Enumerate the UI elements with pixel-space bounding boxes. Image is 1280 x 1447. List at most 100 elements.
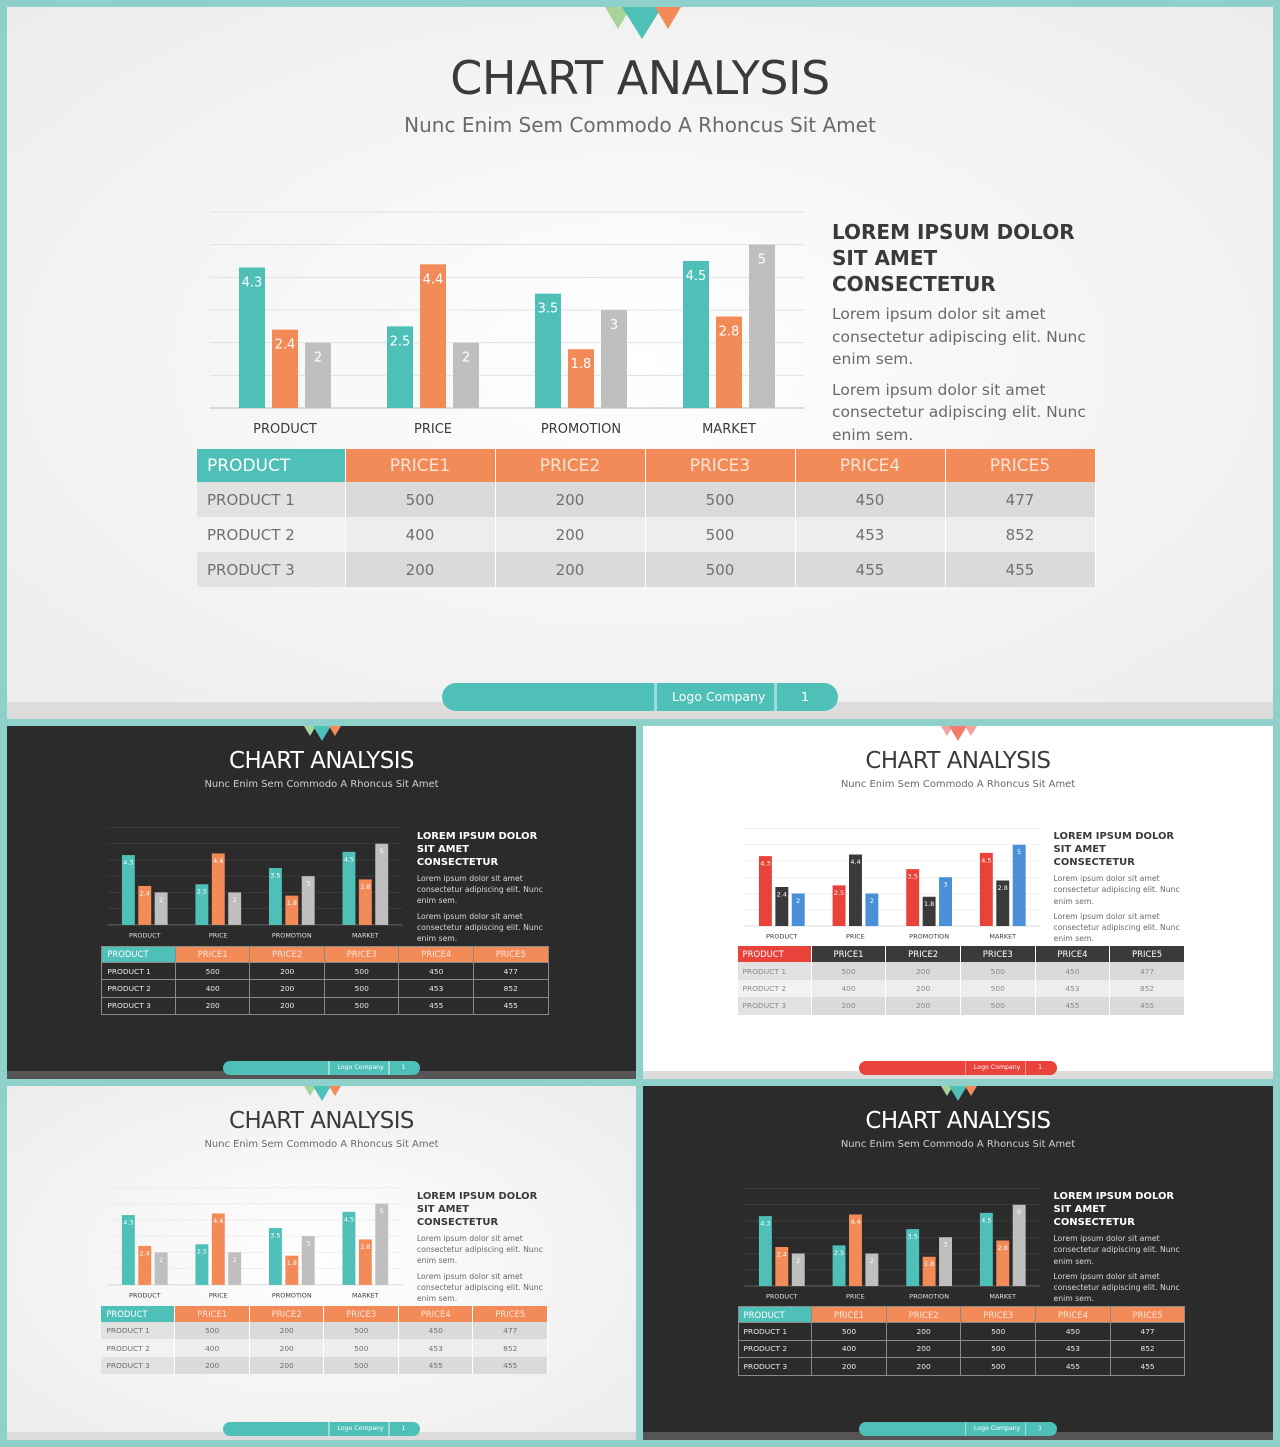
- table-header-cell: PRODUCT: [197, 449, 346, 482]
- bar-data-label: 2: [314, 351, 322, 366]
- table-header-row: PRODUCT PRICE1 PRICE2 PRICE3 PRICE4 PRICE5: [737, 1305, 1186, 1324]
- footer-pill[interactable]: Logo Company 1: [859, 1061, 1057, 1075]
- table-cell: 455: [795, 552, 946, 587]
- table-header-cell: PRICE3: [323, 945, 400, 963]
- bar: [138, 886, 152, 926]
- bar: [212, 853, 226, 926]
- bar: [342, 852, 356, 926]
- decorative-triangle-icon: [965, 1086, 978, 1096]
- bar: [302, 1236, 316, 1286]
- table-header-cell: PRICE1: [174, 945, 251, 963]
- footer-divider: [328, 1422, 330, 1437]
- category-tick-label: PRODUCT: [766, 1292, 798, 1300]
- bar-data-label: 2: [159, 1256, 163, 1264]
- category-tick-label: PRICE: [846, 1292, 865, 1300]
- bar: [375, 1204, 389, 1286]
- table-cell: 400: [345, 517, 496, 552]
- bar: [239, 267, 265, 408]
- table-cell: 450: [398, 1321, 474, 1340]
- bar: [791, 1253, 805, 1286]
- bar: [285, 1256, 299, 1286]
- category-tick-label: MARKET: [352, 1292, 379, 1300]
- table-cell: PRODUCT 1: [737, 1322, 813, 1341]
- slide-light-small[interactable]: CHART ANALYSIS Nunc Enim Sem Commodo A Rh…: [7, 1086, 636, 1440]
- footer-pill[interactable]: Logo Company 1: [859, 1422, 1057, 1436]
- table-cell: 852: [472, 979, 549, 998]
- table-cell: 400: [811, 1339, 887, 1359]
- slide-dark-teal[interactable]: CHART ANALYSIS Nunc Enim Sem Commodo A Rh…: [7, 726, 636, 1079]
- table-cell: PRODUCT 3: [737, 1357, 813, 1376]
- bar: [285, 896, 299, 926]
- bar: [122, 855, 136, 926]
- table-cell: 453: [795, 517, 946, 552]
- bar-data-label: 4.4: [850, 857, 860, 865]
- side-heading: LOREM IPSUM DOLOR SIT AMET CONSECTETUR: [416, 1191, 538, 1229]
- table-header-cell: PRODUCT: [101, 1305, 176, 1322]
- table-cell: PRODUCT 3: [101, 1356, 176, 1375]
- bar-chart: 4.3 2.4 2 PRODUCT 2.5 4.4 2 PRICE 3.5 1.8 3 PROMOTI…: [106, 1185, 404, 1300]
- bar: [155, 892, 168, 926]
- table-cell: 450: [1035, 1322, 1111, 1341]
- bar-chart: 4.3 2.4 2 PRODUCT 2.5 4.4 2 PRICE 3.5 1.8 3 PROMOTI…: [743, 826, 1042, 940]
- bar: [905, 1228, 919, 1286]
- slide-main[interactable]: CHART ANALYSIS Nunc Enim Sem Commodo A Rh…: [7, 7, 1273, 719]
- table-cell: 455: [472, 1356, 548, 1375]
- bar: [269, 868, 283, 926]
- bar-data-label: 1.8: [923, 900, 933, 908]
- table-header-cell: PRICE4: [398, 1305, 474, 1322]
- bar-data-label: 2.5: [197, 888, 207, 896]
- table-cell: 500: [323, 979, 400, 998]
- table-cell: 400: [811, 979, 887, 998]
- bar-data-label: 3.5: [538, 302, 559, 317]
- slide-dark-teal-2[interactable]: CHART ANALYSIS Nunc Enim Sem Commodo A Rh…: [643, 1086, 1273, 1440]
- bar-chart: 4.3 2.4 2 PRODUCT 2.5 4.4 2 PRICE 3.5 1.8 3 PROMOTI…: [743, 1186, 1042, 1300]
- bar: [848, 854, 862, 926]
- table-header-cell: PRICE5: [472, 945, 549, 963]
- footer-company-label: Logo Company: [672, 689, 766, 704]
- footer-divider: [654, 683, 657, 711]
- side-paragraph: Lorem ipsum dolor sit amet consectetur a…: [416, 1271, 543, 1303]
- decorative-triangle-icon: [949, 726, 968, 741]
- table-cell: 455: [398, 996, 474, 1016]
- bar: [774, 886, 788, 926]
- table-cell: 200: [811, 1357, 887, 1376]
- bar: [995, 1240, 1009, 1286]
- footer-pill[interactable]: Logo Company 1: [223, 1422, 420, 1437]
- decorative-triangle-icon: [312, 1086, 331, 1101]
- bar: [905, 868, 919, 926]
- bar-data-label: 1.8: [923, 1260, 933, 1268]
- bar-data-label: 3.5: [907, 872, 917, 880]
- bar: [305, 342, 331, 408]
- bar: [302, 876, 316, 926]
- bar-data-label: 2.4: [275, 338, 296, 353]
- bar: [1012, 1204, 1026, 1286]
- slide-white-red[interactable]: CHART ANALYSIS Nunc Enim Sem Commodo A Rh…: [643, 726, 1273, 1079]
- category-tick-label: MARKET: [702, 422, 756, 437]
- footer-pill[interactable]: Logo Company 1: [442, 683, 838, 711]
- table-cell: 455: [1109, 997, 1185, 1015]
- bar-data-label: 3.5: [271, 872, 281, 880]
- bar: [387, 326, 413, 408]
- table-header-cell: PRODUCT: [101, 945, 176, 963]
- footer-divider: [1024, 1422, 1027, 1436]
- table-cell: 200: [885, 962, 961, 980]
- footer-divider: [774, 683, 777, 711]
- table-header-row: PRODUCT PRICE1 PRICE2 PRICE3 PRICE4 PRICE5: [101, 1305, 548, 1322]
- bar-data-label: 2.5: [833, 888, 843, 896]
- bar: [601, 310, 627, 408]
- footer-pill[interactable]: Logo Company 1: [223, 1061, 420, 1076]
- table-cell: 200: [174, 996, 251, 1016]
- footer-page-number: 1: [401, 1064, 406, 1072]
- side-text-block: LOREM IPSUM DOLOR SIT AMET CONSECTETUR Lo…: [417, 1191, 554, 1304]
- table-cell: 200: [811, 997, 887, 1015]
- table-header-cell: PRICE1: [811, 945, 887, 963]
- table-cell: 500: [345, 482, 496, 517]
- bar-chart: 4.3 2.4 2 PRODUCT 2.5 4.4 2 PRICE 3.5 1.8 3 PROMOTI…: [207, 207, 807, 437]
- bar-data-label: 5: [1017, 1208, 1021, 1216]
- table-cell: 453: [1035, 979, 1111, 998]
- table-header-cell: PRICE5: [1109, 1305, 1186, 1324]
- footer-company-label: Logo Company: [973, 1064, 1021, 1072]
- bar-chart-svg: 4.3 2.4 2 PRODUCT 2.5 4.4 2 PRICE 3.5 1.8 3 PROMOTI…: [210, 211, 804, 437]
- table-cell: 500: [645, 517, 796, 552]
- bar-data-label: 4.3: [760, 859, 770, 867]
